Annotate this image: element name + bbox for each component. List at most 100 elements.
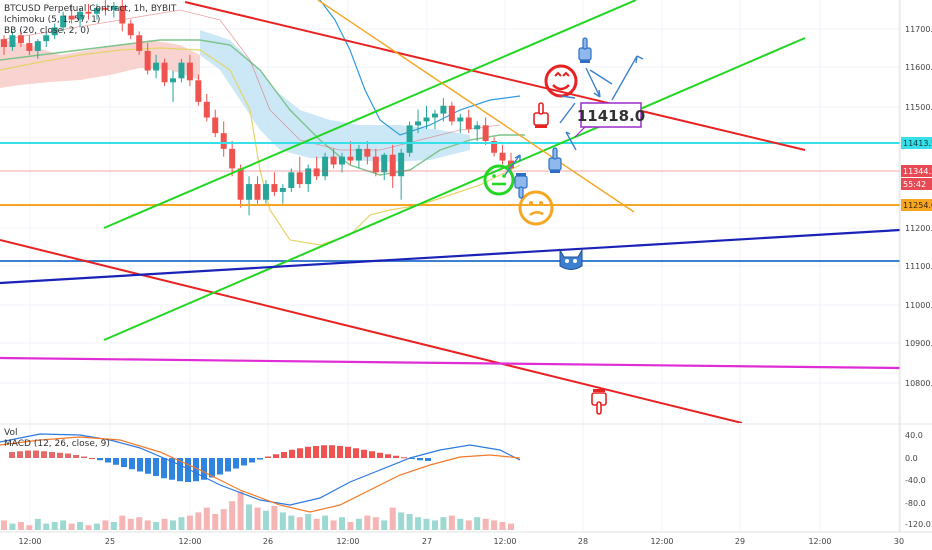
- macd-tick-label: 40.0: [905, 431, 923, 440]
- price-tag-text: 55:42: [903, 180, 926, 189]
- candle-body: [262, 184, 269, 200]
- time-tick-label: 12:00: [178, 537, 201, 546]
- macd-histogram-bar: [193, 458, 199, 482]
- candle-body: [499, 152, 506, 161]
- candle-body: [279, 188, 286, 192]
- candle-body: [9, 35, 16, 47]
- sub-legend: Vol MACD (12, 26, close, 9): [4, 428, 110, 450]
- pointing-hand-blue-icon[interactable]: [578, 37, 592, 63]
- trendline-green-lower[interactable]: [103, 37, 806, 341]
- time-tick-label: 28: [578, 537, 588, 546]
- candle-body: [330, 156, 337, 165]
- macd-tick-label: -40.0: [905, 476, 926, 485]
- time-tick-label: 12:00: [18, 537, 41, 546]
- candle-body: [364, 148, 371, 157]
- volume-bar: [457, 518, 464, 530]
- volume-bar: [415, 517, 422, 530]
- price-tick-label: 11600.0: [905, 63, 932, 72]
- pointing-hand-blue-small-icon[interactable]: [548, 147, 562, 173]
- trendline-orange[interactable]: [317, 0, 635, 213]
- candle-body: [60, 15, 67, 28]
- neutral-face-green-icon[interactable]: [483, 164, 515, 196]
- candle-body: [1, 39, 7, 47]
- legend-ichimoku[interactable]: Ichimoku (5, 1, 57, 1): [4, 15, 101, 25]
- time-axis[interactable]: 12:00 25 12:00 26 12:00 27 12:00 28 12:00 29 12:00…: [18, 537, 904, 546]
- macd-histogram-bar: [49, 452, 55, 458]
- pointing-hand-red-icon[interactable]: [533, 102, 549, 128]
- candle-body: [448, 105, 455, 122]
- volume-bar: [110, 522, 117, 530]
- macd-histogram-bar: [233, 458, 239, 469]
- pointing-hand-blue-down-icon[interactable]: [514, 173, 528, 199]
- candle-body: [271, 184, 278, 192]
- cat-face-icon[interactable]: [559, 248, 583, 270]
- price-tag-text: 11344.5: [903, 167, 932, 176]
- ichimoku-cloud-blue: [200, 30, 470, 162]
- macd-histogram-bar: [41, 451, 47, 458]
- trendline-red-upper[interactable]: [184, 1, 806, 151]
- candle-body: [212, 117, 219, 134]
- time-tick-label: 12:00: [336, 537, 359, 546]
- volume-bar: [119, 515, 126, 530]
- macd-histogram-bar: [129, 458, 135, 470]
- candle-body: [237, 168, 244, 200]
- pointing-hand-red-down-icon[interactable]: [591, 389, 607, 415]
- candle-body: [398, 152, 405, 177]
- volume-bar: [448, 515, 455, 530]
- candle-body: [110, 5, 117, 10]
- volume-bar: [220, 509, 227, 530]
- candle-body: [474, 125, 481, 130]
- candle-body: [102, 7, 109, 10]
- macd-histogram-bar: [201, 458, 207, 480]
- volume-bar: [51, 522, 58, 530]
- macd-histogram-bar: [169, 458, 175, 480]
- volume-bar: [1, 520, 7, 530]
- volume-bar: [279, 512, 286, 530]
- price-tag-bg: [901, 199, 932, 211]
- candle-body: [153, 62, 160, 71]
- volume-bar: [381, 520, 388, 530]
- macd-histogram-bar: [209, 458, 215, 478]
- legend-vol[interactable]: Vol: [4, 428, 18, 438]
- price-tick-label: 11000.0: [905, 301, 932, 310]
- candle-body: [203, 101, 210, 118]
- confused-face-orange-icon[interactable]: [518, 190, 554, 226]
- candle-body: [254, 184, 261, 200]
- macd-histogram-bar: [273, 454, 279, 458]
- candle-body: [347, 156, 354, 161]
- macd-histogram-bar: [217, 458, 223, 475]
- macd-histogram-bar: [257, 458, 263, 460]
- macd-histogram-bar: [305, 446, 311, 458]
- trendline-red-lower[interactable]: [0, 239, 743, 423]
- volume-bar: [186, 515, 193, 530]
- candle-body: [372, 156, 379, 173]
- price-annotation-11418[interactable]: 11418.0: [574, 102, 645, 138]
- legend-bb[interactable]: BB (20, close, 2, 0): [4, 26, 90, 36]
- macd-histogram-bar: [137, 458, 143, 472]
- legend-symbol[interactable]: BTCUSD Perpetual Contract, 1h, BYBIT: [4, 4, 177, 14]
- macd-histogram-bar: [369, 451, 375, 458]
- price-axis[interactable]: 11700.0 11600.0 11500.0 11200.0 11100.0 11000…: [905, 25, 932, 388]
- macd-histogram-bar: [425, 458, 431, 461]
- volume-bar: [85, 525, 92, 530]
- candle-body: [186, 62, 193, 81]
- trendline-green-upper[interactable]: [103, 0, 637, 229]
- macd-histogram-bar: [65, 453, 71, 458]
- candle-body: [170, 78, 176, 83]
- volume-bar: [144, 520, 151, 530]
- macd-histogram-bar: [329, 445, 335, 458]
- volume-bar: [330, 520, 337, 530]
- volume-bar: [17, 522, 24, 530]
- volume-bar: [43, 523, 50, 530]
- trendline-navy[interactable]: [0, 228, 900, 285]
- macd-axis[interactable]: 40.0 0.0 -40.0 -80.0 -120.0: [905, 431, 931, 529]
- macd-histogram-bar: [241, 458, 247, 466]
- macd-histogram-bar: [337, 446, 343, 458]
- macd-histogram-bar: [361, 449, 367, 458]
- macd-histogram-bar: [113, 458, 119, 465]
- volume-bar: [347, 522, 354, 530]
- legend-macd[interactable]: MACD (12, 26, close, 9): [4, 439, 110, 449]
- time-tick-label: 12:00: [808, 537, 831, 546]
- trendline-magenta[interactable]: [0, 356, 900, 370]
